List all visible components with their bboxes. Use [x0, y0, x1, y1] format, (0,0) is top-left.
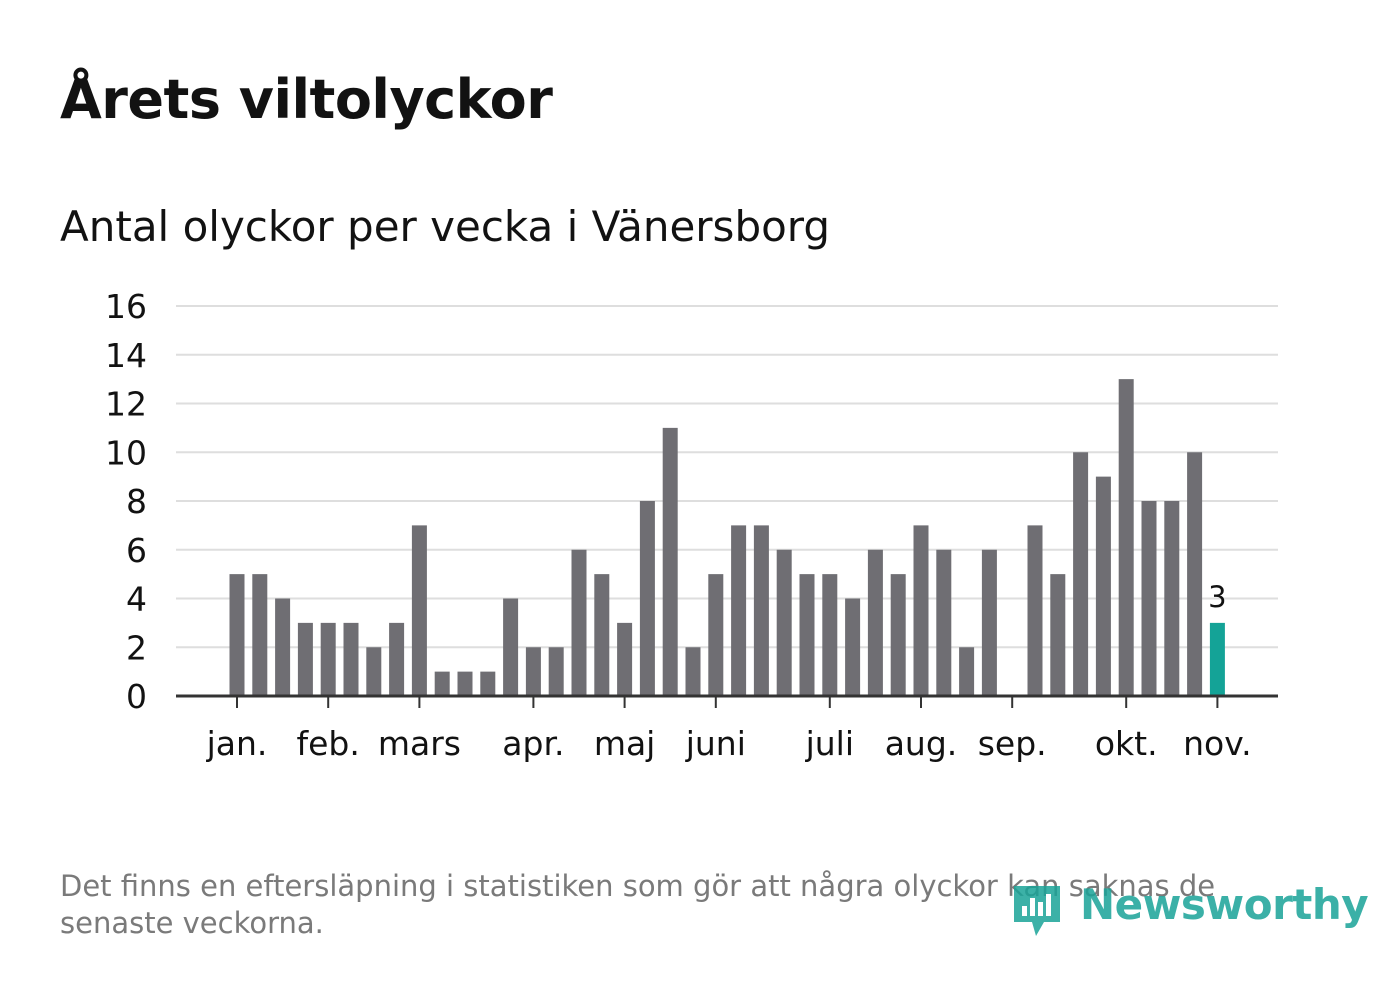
bar: [320, 622, 336, 696]
bar: [936, 549, 952, 696]
month-label: juli: [805, 724, 854, 763]
bar: [503, 598, 519, 696]
y-tick-label: 6: [126, 531, 147, 570]
bar: [594, 574, 610, 696]
bar: [890, 574, 906, 696]
bar: [685, 647, 701, 696]
y-tick-label: 10: [105, 433, 147, 472]
bar: [708, 574, 724, 696]
bar: [1141, 501, 1157, 696]
bar: [1164, 501, 1180, 696]
newsworthy-logo-icon: [1014, 886, 1060, 936]
y-tick-label: 8: [126, 482, 147, 521]
y-tick-label: 2: [126, 628, 147, 667]
bar: [411, 525, 427, 696]
y-tick-label: 0: [126, 677, 147, 716]
month-label: sep.: [978, 724, 1047, 763]
logo-text: Newsworthy: [1080, 880, 1369, 929]
bar: [229, 574, 245, 696]
bar: [731, 525, 747, 696]
bar: [297, 622, 313, 696]
bar: [1050, 574, 1066, 696]
month-label: nov.: [1183, 724, 1252, 763]
bar: [776, 549, 792, 696]
bar: [1027, 525, 1043, 696]
y-tick-label: 12: [105, 385, 147, 424]
bars: [229, 379, 1225, 696]
bar: [1073, 452, 1089, 696]
y-tick-label: 16: [105, 287, 147, 326]
bar: [343, 622, 359, 696]
grid-lines: [176, 305, 1278, 649]
bar: [275, 598, 291, 696]
bar: [981, 549, 997, 696]
y-tick-label: 14: [105, 336, 147, 375]
x-axis-month-labels: jan. feb. mars apr. maj juni juli aug. sep. okt. n…: [206, 696, 1252, 763]
bar: [457, 671, 473, 696]
bar: [617, 622, 633, 696]
month-label: feb.: [297, 724, 360, 763]
newsworthy-logo: Newsworthy: [1010, 880, 1369, 942]
bar: [822, 574, 838, 696]
bar: [1095, 476, 1111, 696]
bar: [389, 622, 405, 696]
bar: [366, 647, 382, 696]
bar: [662, 427, 678, 696]
month-label: okt.: [1095, 724, 1158, 763]
chart-title: Årets viltolyckor: [60, 68, 553, 131]
month-label: jan.: [206, 724, 268, 763]
bar: [799, 574, 815, 696]
bar: [959, 647, 975, 696]
bar: [913, 525, 929, 696]
bar: [571, 549, 587, 696]
bar: [1118, 379, 1134, 696]
month-label: apr.: [502, 724, 564, 763]
y-tick-label: 4: [126, 580, 147, 619]
bar: [1187, 452, 1203, 696]
bar: [480, 671, 496, 696]
month-label: mars: [378, 724, 461, 763]
bar: [753, 525, 769, 696]
bar: [434, 671, 450, 696]
bar: [867, 549, 883, 696]
bar: [845, 598, 861, 696]
highlight-value-label: 3: [1208, 580, 1226, 614]
bar: [548, 647, 564, 696]
bar-highlight: [1209, 622, 1225, 696]
month-label: juni: [685, 724, 746, 763]
month-label: maj: [594, 724, 656, 763]
bar: [252, 574, 268, 696]
bar: [639, 501, 655, 696]
y-axis-ticks: 0 2 4 6 8 10 12 14 16: [105, 287, 147, 716]
data-labels: 3: [1208, 580, 1226, 614]
month-label: aug.: [885, 724, 958, 763]
chart-subtitle: Antal olyckor per vecka i Vänersborg: [60, 202, 830, 251]
bar: [525, 647, 541, 696]
